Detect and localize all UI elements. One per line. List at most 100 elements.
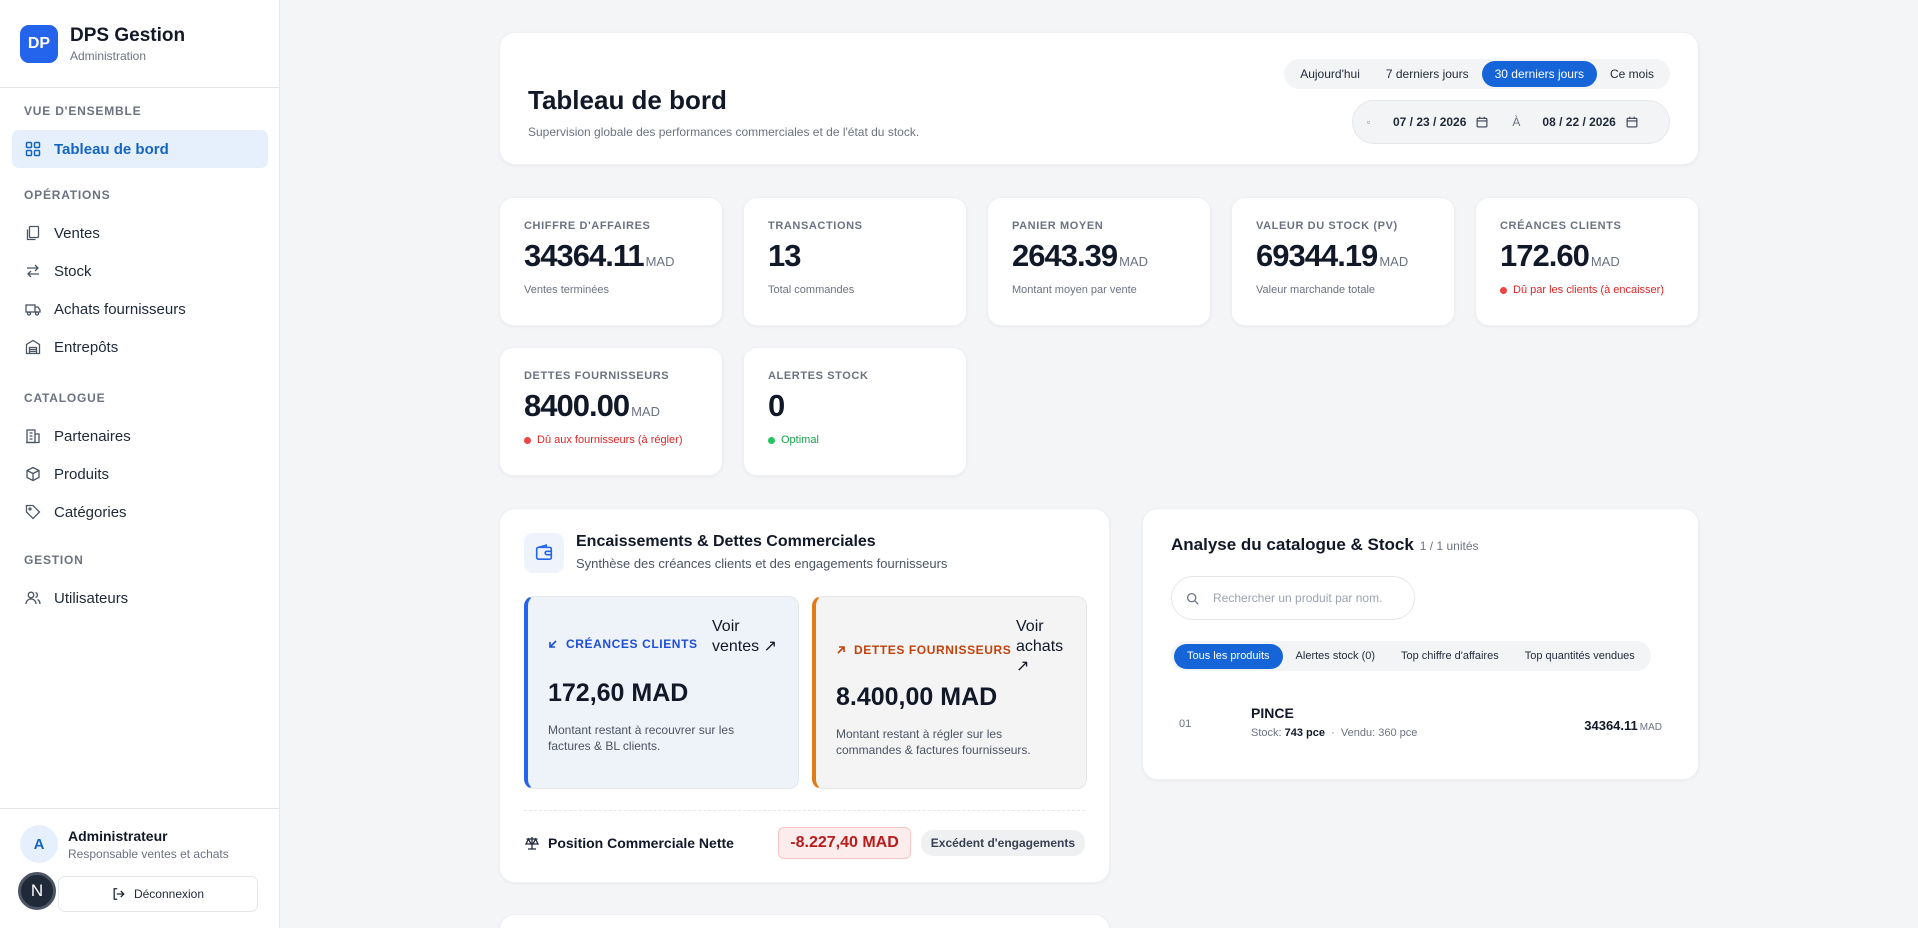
sidebar-item-entrepots[interactable]: Entrepôts: [12, 328, 268, 366]
user-name: Administrateur: [68, 827, 168, 844]
sidebar-item-label: Entrepôts: [54, 338, 119, 356]
sidebar-item-label: Achats fournisseurs: [54, 300, 186, 318]
catalogue-filters: Tous les produits Alertes stock (0) Top …: [1171, 641, 1651, 671]
date-range-separator: À: [1512, 115, 1521, 129]
logout-icon: [112, 887, 126, 901]
kpi-card-average-basket: PANIER MOYEN 2643.39 MAD Montant moyen pa…: [987, 197, 1211, 326]
kpi-label: ALERTES STOCK: [768, 370, 869, 382]
sidebar: DP DPS Gestion Administration VUE D'ENSE…: [0, 0, 280, 928]
search-placeholder: Rechercher un produit par nom.: [1213, 591, 1383, 605]
avatar: A: [20, 825, 58, 863]
user-role: Responsable ventes et achats: [68, 846, 229, 861]
logout-button[interactable]: Déconnexion: [58, 876, 258, 912]
view-sales-link[interactable]: Voir ventes ↗: [712, 618, 777, 655]
divider: [524, 810, 1085, 811]
kpi-card-stock-value: VALEUR DU STOCK (PV) 69344.19 MAD Valeur …: [1231, 197, 1455, 326]
net-position-row: Position Commerciale Nette -8.227,40 MAD…: [524, 825, 1085, 861]
documents-icon: [24, 224, 42, 242]
nav-section-overview: VUE D'ENSEMBLE: [24, 104, 142, 118]
product-name: PINCE: [1251, 705, 1294, 721]
calendar-icon[interactable]: [1626, 116, 1638, 128]
nav-section-operations: OPÉRATIONS: [24, 188, 111, 202]
sidebar-item-ventes[interactable]: Ventes: [12, 214, 268, 252]
calendar-icon[interactable]: [1476, 116, 1488, 128]
brand: DP DPS Gestion Administration: [0, 0, 279, 88]
kpi-foot: Valeur marchande totale: [1256, 284, 1376, 296]
logout-label: Déconnexion: [133, 887, 205, 901]
period-tab-today[interactable]: Aujourd'hui: [1300, 67, 1360, 81]
list-item[interactable]: 01 PINCE Stock: 743 pce · Vendu: 360 pce…: [1171, 703, 1670, 747]
nav-section-gestion: GESTION: [24, 553, 84, 567]
debts-label: DETTES FOURNISSEURS: [836, 643, 1011, 657]
filter-top-revenue[interactable]: Top chiffre d'affaires: [1401, 649, 1499, 662]
sidebar-item-label: Stock: [54, 262, 92, 280]
kpi-value: 0: [768, 388, 785, 423]
kpi-value: 69344.19 MAD: [1256, 238, 1409, 273]
sidebar-item-label: Partenaires: [54, 427, 131, 445]
kpi-card-supplier-debts: DETTES FOURNISSEURS 8400.00 MAD Dû aux fo…: [499, 347, 723, 476]
product-search-input[interactable]: Rechercher un produit par nom.: [1171, 576, 1415, 620]
period-tab-this-month[interactable]: Ce mois: [1609, 67, 1654, 81]
sidebar-item-produits[interactable]: Produits: [12, 455, 268, 493]
product-index: 01: [1179, 718, 1192, 730]
kpi-value: 172.60 MAD: [1500, 238, 1620, 273]
header-card: Tableau de bord Supervision globale des …: [499, 32, 1699, 165]
kpi-label: VALEUR DU STOCK (PV): [1256, 220, 1398, 232]
sidebar-item-utilisateurs[interactable]: Utilisateurs: [12, 579, 268, 617]
brand-subtitle: Administration: [70, 48, 147, 63]
page-title: Tableau de bord: [528, 85, 727, 115]
nav-section-catalogue: CATALOGUE: [24, 391, 106, 405]
filter-all-products[interactable]: Tous les produits: [1174, 643, 1283, 669]
receivables-value: 172,60 MAD: [548, 679, 689, 707]
status-dot: [768, 436, 775, 444]
sidebar-item-partenaires[interactable]: Partenaires: [12, 417, 268, 455]
view-purchases-link[interactable]: Voir achats ↗: [1016, 618, 1064, 675]
kpi-label: CRÉANCES CLIENTS: [1500, 220, 1622, 232]
kpi-card-revenue: CHIFFRE D'AFFAIRES 34364.11 MAD Ventes te…: [499, 197, 723, 326]
sidebar-item-stock[interactable]: Stock: [12, 252, 268, 290]
brand-name: DPS Gestion: [70, 24, 186, 46]
period-tab-7-days[interactable]: 7 derniers jours: [1385, 67, 1469, 81]
framework-badge[interactable]: N: [18, 872, 56, 910]
sidebar-item-categories[interactable]: Catégories: [12, 493, 268, 531]
sidebar-item-label: Catégories: [54, 503, 127, 521]
sidebar-item-dashboard[interactable]: Tableau de bord: [12, 130, 268, 168]
sidebar-item-label: Ventes: [54, 224, 100, 242]
receivables-box: CRÉANCES CLIENTS Voir ventes ↗ 172,60 MA…: [524, 596, 799, 789]
filter-top-quantities[interactable]: Top quantités vendues: [1524, 649, 1635, 662]
product-revenue: 34364.11 MAD: [1584, 718, 1662, 733]
arrow-up-right-icon: ↗: [1016, 658, 1030, 675]
swap-arrows-icon: [24, 262, 42, 280]
warehouse-icon: [24, 338, 42, 356]
kpi-foot: Total commandes: [768, 284, 855, 296]
kpi-label: CHIFFRE D'AFFAIRES: [524, 220, 651, 232]
encaissements-subtitle: Synthèse des créances clients et des eng…: [576, 556, 948, 571]
scale-icon: [524, 835, 540, 851]
kpi-label: TRANSACTIONS: [768, 220, 863, 232]
catalogue-card: Analyse du catalogue & Stock 1 / 1 unités…: [1142, 508, 1699, 780]
catalogue-title: Analyse du catalogue & Stock 1 / 1 unités: [1171, 535, 1479, 554]
filter-stock-alerts[interactable]: Alertes stock (0): [1295, 649, 1376, 662]
period-tab-30-days[interactable]: 30 derniers jours: [1481, 61, 1597, 87]
status-dot: [1500, 286, 1507, 294]
kpi-value: 34364.11 MAD: [524, 238, 675, 273]
date-from-input[interactable]: 07 / 23 / 2026: [1393, 115, 1467, 129]
kpi-label: DETTES FOURNISSEURS: [524, 370, 670, 382]
grid-icon: [24, 140, 42, 158]
kpi-card-transactions: TRANSACTIONS 13 Total commandes: [743, 197, 967, 326]
building-icon: [24, 427, 42, 445]
period-tabs: Aujourd'hui 7 derniers jours 30 derniers…: [1284, 59, 1670, 89]
wallet-icon: [524, 533, 564, 573]
date-to-input[interactable]: 08 / 22 / 2026: [1542, 115, 1616, 129]
net-position-value: -8.227,40 MAD: [778, 827, 911, 859]
net-position-badge: Excédent d'engagements: [920, 830, 1085, 856]
users-icon: [24, 589, 42, 607]
debts-box: DETTES FOURNISSEURS Voir achats ↗ 8.400,…: [812, 596, 1087, 789]
sidebar-item-achats[interactable]: Achats fournisseurs: [12, 290, 268, 328]
box-icon: [24, 465, 42, 483]
date-range-icon: ▫: [1367, 117, 1371, 127]
product-meta: Stock: 743 pce · Vendu: 360 pce: [1251, 727, 1418, 739]
kpi-value: 2643.39 MAD: [1012, 238, 1148, 273]
net-position-label: Position Commerciale Nette: [524, 835, 734, 851]
kpi-foot: Optimal: [768, 434, 942, 446]
